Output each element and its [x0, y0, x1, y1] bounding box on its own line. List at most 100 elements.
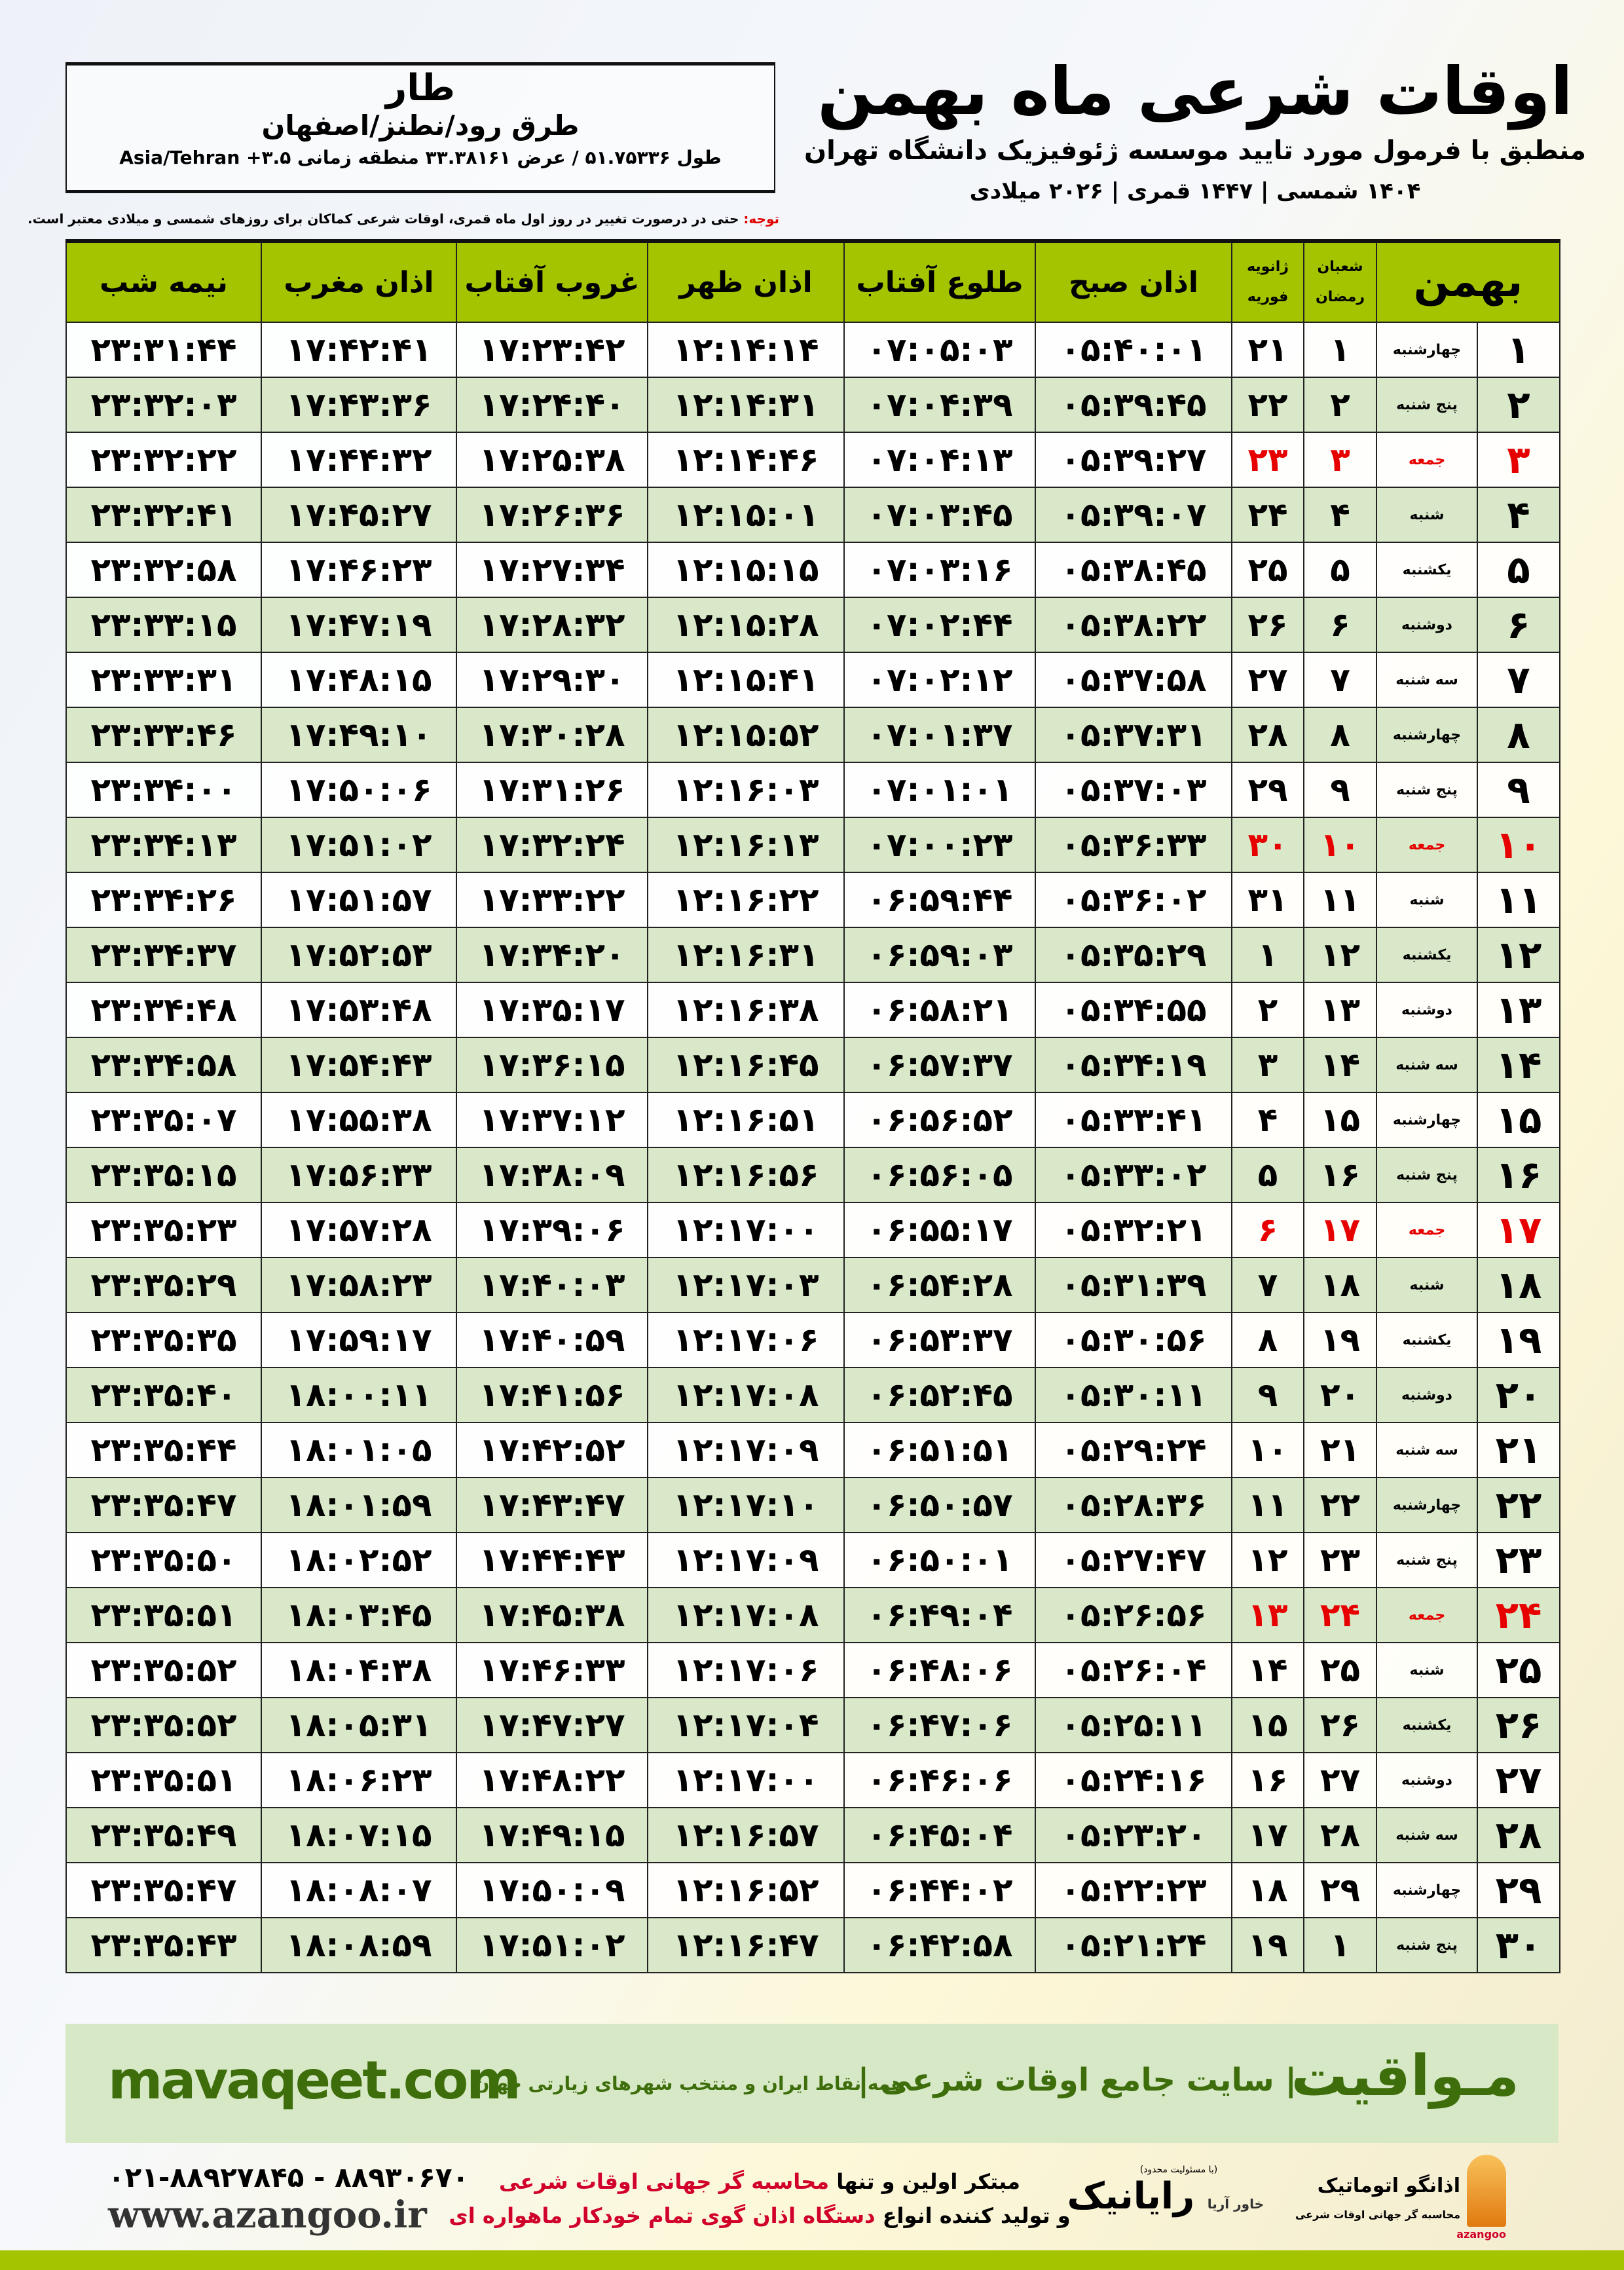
sunrise-time: ۰۶:۴۵:۰۴	[843, 1807, 1036, 1863]
midnight-time: ۲۳:۳۳:۴۶	[65, 707, 262, 763]
day-number: ۲۴	[1477, 1587, 1560, 1643]
sunset-time: ۱۷:۲۶:۳۶	[456, 487, 648, 543]
azangoo-logo: اذانگو اتوماتیک محاسبه گر جهانی اوقات شر…	[1283, 2155, 1506, 2241]
dhuhr-time: ۱۲:۱۷:۱۰	[647, 1477, 845, 1533]
weekday: جمعه	[1376, 1202, 1478, 1258]
gregorian-day: ۱۸	[1231, 1862, 1304, 1918]
gregorian-day: ۱۱	[1231, 1477, 1304, 1533]
maghrib-time: ۱۷:۴۹:۱۰	[261, 707, 457, 763]
gregorian-day: ۲۱	[1231, 322, 1304, 378]
banner-site-link[interactable]: mavaqeet.com	[108, 2050, 521, 2111]
gregorian-day: ۲۷	[1231, 652, 1304, 708]
fajr-time: ۰۵:۳۸:۴۵	[1035, 542, 1232, 598]
dhuhr-time: ۱۲:۱۷:۰۹	[647, 1532, 845, 1588]
hijri-day: ۱۰	[1303, 817, 1377, 873]
day-number: ۸	[1477, 707, 1560, 763]
gregorian-day: ۲۹	[1231, 762, 1304, 818]
hijri-day: ۲۹	[1303, 1862, 1377, 1918]
weekday: یکشنبه	[1376, 927, 1478, 983]
weekday: دوشنبه	[1376, 1752, 1478, 1808]
dhuhr-time: ۱۲:۱۵:۵۲	[647, 707, 845, 763]
sunrise-time: ۰۶:۵۱:۵۱	[843, 1422, 1036, 1478]
midnight-time: ۲۳:۳۵:۲۹	[65, 1257, 262, 1313]
maghrib-time: ۱۷:۵۷:۲۸	[261, 1202, 457, 1258]
table-row: ۲۲ چهارشنبه ۲۲ ۱۱ ۰۵:۲۸:۳۶ ۰۶:۵۰:۵۷ ۱۲:۱۷:۱۰ ۱۷…	[65, 1477, 1560, 1533]
weekday: دوشنبه	[1376, 982, 1478, 1038]
dhuhr-time: ۱۲:۱۵:۲۸	[647, 597, 845, 653]
sunrise-time: ۰۷:۰۱:۳۷	[843, 707, 1036, 763]
sunrise-time: ۰۶:۵۶:۵۲	[843, 1092, 1036, 1148]
maghrib-time: ۱۷:۴۸:۱۵	[261, 652, 457, 708]
dhuhr-time: ۱۲:۱۶:۳۸	[647, 982, 845, 1038]
page-subtitle: منطبق با فرمول مورد تایید موسسه ژئوفیزیک…	[803, 136, 1587, 166]
fajr-time: ۰۵:۳۷:۳۱	[1035, 707, 1232, 763]
midnight-time: ۲۳:۳۵:۵۰	[65, 1532, 262, 1588]
header-sunrise: طلوع آفتاب	[843, 239, 1036, 323]
hijri-day: ۱	[1303, 1917, 1377, 1973]
website-link[interactable]: www.azangoo.ir	[108, 2193, 427, 2237]
hijri-day: ۱۹	[1303, 1312, 1377, 1368]
dhuhr-time: ۱۲:۱۷:۰۴	[647, 1697, 845, 1753]
mavaqeet-banner: مـواقیت | سایت جامع اوقات شرعی | همه نقا…	[65, 2024, 1559, 2143]
sunrise-time: ۰۶:۵۴:۲۸	[843, 1257, 1036, 1313]
midnight-time: ۲۳:۳۴:۰۰	[65, 762, 262, 818]
sunset-time: ۱۷:۵۰:۰۹	[456, 1862, 648, 1918]
sunrise-time: ۰۷:۰۵:۰۳	[843, 322, 1036, 378]
sunset-time: ۱۷:۲۴:۴۰	[456, 377, 648, 433]
hijri-day: ۲۴	[1303, 1587, 1377, 1643]
header-hijri: شعبان رمضان	[1303, 239, 1377, 323]
day-number: ۲۹	[1477, 1862, 1560, 1918]
dhuhr-time: ۱۲:۱۷:۰۸	[647, 1587, 845, 1643]
dhuhr-time: ۱۲:۱۷:۰۰	[647, 1752, 845, 1808]
rayanik-name: رایانیک	[1067, 2175, 1195, 2218]
sunrise-time: ۰۶:۵۹:۴۴	[843, 872, 1036, 928]
sunset-time: ۱۷:۴۲:۵۲	[456, 1422, 648, 1478]
weekday: چهارشنبه	[1376, 1092, 1478, 1148]
fajr-time: ۰۵:۳۷:۵۸	[1035, 652, 1232, 708]
weekday: پنج شنبه	[1376, 762, 1478, 818]
footer-tagline: مبتکر اولین و تنها محاسبه گر جهانی اوقات…	[445, 2165, 1074, 2233]
hijri-day: ۱۴	[1303, 1037, 1377, 1093]
dhuhr-time: ۱۲:۱۶:۵۱	[647, 1092, 845, 1148]
midnight-time: ۲۳:۳۱:۴۴	[65, 322, 262, 378]
table-row: ۱۸ شنبه ۱۸ ۷ ۰۵:۳۱:۳۹ ۰۶:۵۴:۲۸ ۱۲:۱۷:۰۳ ۱۷:۴۰:۰…	[65, 1257, 1560, 1313]
rayanik-logo: (با مسئولیت محدود) خاور آریا رایانیک	[1067, 2165, 1264, 2218]
day-number: ۱	[1477, 322, 1560, 378]
banner-brand: مـواقیت	[1291, 2043, 1520, 2109]
sunset-time: ۱۷:۴۶:۳۳	[456, 1642, 648, 1698]
hijri-day: ۲۶	[1303, 1697, 1377, 1753]
sunrise-time: ۰۷:۰۴:۱۳	[843, 432, 1036, 488]
maghrib-time: ۱۷:۵۹:۱۷	[261, 1312, 457, 1368]
weekday: پنج شنبه	[1376, 1917, 1478, 1973]
dhuhr-time: ۱۲:۱۶:۴۷	[647, 1917, 845, 1973]
fajr-time: ۰۵:۲۶:۰۴	[1035, 1642, 1232, 1698]
sunrise-time: ۰۷:۰۳:۱۶	[843, 542, 1036, 598]
midnight-time: ۲۳:۳۵:۲۳	[65, 1202, 262, 1258]
tagline-1a: مبتکر اولین و تنها	[829, 2169, 1020, 2194]
maghrib-time: ۱۷:۵۵:۳۸	[261, 1092, 457, 1148]
fajr-time: ۰۵:۳۵:۲۹	[1035, 927, 1232, 983]
weekday: شنبه	[1376, 487, 1478, 543]
maghrib-time: ۱۷:۴۷:۱۹	[261, 597, 457, 653]
gregorian-day: ۲	[1231, 982, 1304, 1038]
sunset-time: ۱۷:۴۸:۲۲	[456, 1752, 648, 1808]
day-number: ۲۸	[1477, 1807, 1560, 1863]
weekday: پنج شنبه	[1376, 377, 1478, 433]
fajr-time: ۰۵:۲۳:۲۰	[1035, 1807, 1232, 1863]
table-body: ۱ چهارشنبه ۱ ۲۱ ۰۵:۴۰:۰۱ ۰۷:۰۵:۰۳ ۱۲:۱۴:۱۴ ۱۷:۲…	[65, 322, 1560, 1973]
midnight-time: ۲۳:۳۲:۲۲	[65, 432, 262, 488]
day-number: ۴	[1477, 487, 1560, 543]
gregorian-day: ۱۶	[1231, 1752, 1304, 1808]
fajr-time: ۰۵:۳۳:۰۲	[1035, 1147, 1232, 1203]
fajr-time: ۰۵:۲۵:۱۱	[1035, 1697, 1232, 1753]
sunrise-time: ۰۶:۴۸:۰۶	[843, 1642, 1036, 1698]
dhuhr-time: ۱۲:۱۷:۰۰	[647, 1202, 845, 1258]
hijri-day: ۲۳	[1303, 1532, 1377, 1588]
maghrib-time: ۱۸:۰۱:۰۵	[261, 1422, 457, 1478]
midnight-time: ۲۳:۳۴:۳۷	[65, 927, 262, 983]
gregorian-day: ۲۳	[1231, 432, 1304, 488]
coordinates: طول ۵۱.۷۵۳۳۶ / عرض ۳۳.۳۸۱۶۱ منطقه زمانی …	[119, 147, 722, 168]
weekday: چهارشنبه	[1376, 322, 1478, 378]
minaret-icon	[1467, 2155, 1506, 2227]
table-row: ۲۹ چهارشنبه ۲۹ ۱۸ ۰۵:۲۲:۲۳ ۰۶:۴۴:۰۲ ۱۲:۱۶:۵۲ ۱۷…	[65, 1862, 1560, 1918]
